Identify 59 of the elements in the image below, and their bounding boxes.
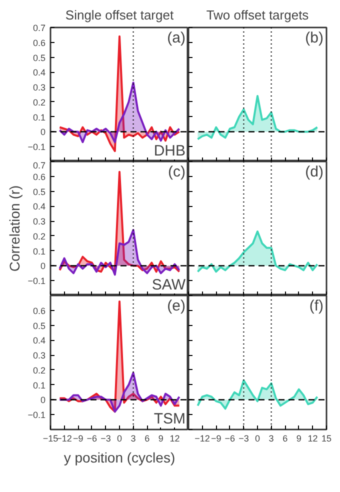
y-tick-label: 0.3 (32, 350, 46, 361)
y-tick-label: 0.5 (32, 52, 46, 63)
y-tick-label: 0.6 (32, 306, 46, 316)
x-tick-label: 9 (296, 434, 302, 444)
x-tick-label: −9 (72, 434, 84, 444)
x-tick-label: −6 (86, 434, 98, 444)
y-tick-label: 0.4 (32, 336, 46, 346)
x-tick-label: −3 (238, 434, 249, 444)
y-tick-label: 0.6 (32, 172, 46, 182)
x-tick-label: 6 (144, 434, 150, 444)
y-tick-label: 0.2 (32, 231, 46, 242)
x-tick-label: 15 (321, 434, 332, 444)
annotation: (c) (168, 164, 186, 180)
x-tick-label: −12 (56, 434, 72, 444)
annotation: (d) (305, 164, 324, 180)
x-tick-label: 3 (268, 434, 274, 444)
y-tick-label: −0.1 (28, 276, 46, 286)
y-tick-label: 0.7 (32, 160, 46, 170)
chart-title: Two offset targets (206, 8, 310, 22)
annotation: (a) (167, 30, 186, 46)
y-tick-label: 0 (40, 261, 46, 272)
y-tick-label: 0.1 (32, 112, 46, 122)
y-tick-label: 0.2 (32, 97, 46, 108)
annotation: DHB (154, 142, 186, 160)
y-tick-label: 0 (40, 395, 46, 406)
y-tick-label: 0 (40, 127, 46, 138)
x-tick-label: 6 (282, 434, 288, 444)
x-tick-label: −15 (42, 434, 58, 444)
x-tick-label: 0 (254, 434, 260, 444)
x-tick-label: −12 (194, 434, 210, 444)
chart-title: Single offset target (65, 8, 174, 22)
annotation: (f) (309, 298, 324, 314)
x-axis-title: y position (cycles) (64, 450, 176, 466)
y-tick-label: −0.1 (28, 410, 46, 420)
y-axis-title: Correlation (r) (6, 185, 23, 272)
annotation: SAW (152, 276, 186, 294)
y-tick-label: 0.1 (32, 246, 46, 256)
x-tick-label: −3 (100, 434, 111, 444)
y-tick-label: 0.6 (32, 38, 46, 48)
annotation: (e) (167, 298, 186, 314)
x-tick-label: 9 (158, 434, 164, 444)
annotation: (b) (305, 30, 324, 46)
x-tick-label: −6 (224, 434, 236, 444)
x-tick-label: −9 (210, 434, 222, 444)
y-tick-label: 0.5 (32, 186, 46, 197)
x-tick-label: 12 (170, 434, 180, 444)
y-tick-label: 0.7 (32, 23, 46, 33)
x-tick-label: 12 (308, 434, 318, 444)
y-tick-label: 0.4 (32, 68, 46, 78)
x-tick-label: 3 (130, 434, 136, 444)
y-tick-label: 0.2 (32, 365, 46, 376)
y-tick-label: 0.1 (32, 380, 46, 390)
y-tick-label: 0.3 (32, 216, 46, 227)
y-tick-label: 0.3 (32, 82, 46, 93)
y-tick-label: 0.4 (32, 202, 46, 212)
annotation: TSM (154, 410, 186, 428)
y-tick-label: −0.1 (28, 142, 46, 152)
x-tick-label: 0 (116, 434, 122, 444)
y-tick-label: 0.5 (32, 320, 46, 331)
